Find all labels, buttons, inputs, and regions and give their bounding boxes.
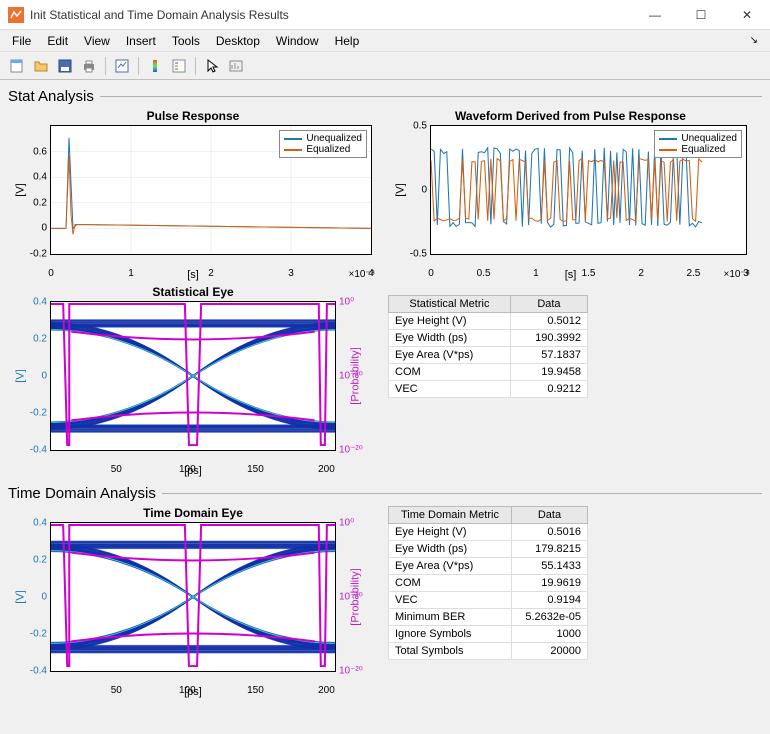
wave-ylabel: [V] <box>395 183 407 196</box>
stat-eye-ylabel: [V] <box>15 369 27 382</box>
toolbar-separator <box>138 57 139 75</box>
print-button[interactable] <box>78 55 100 77</box>
pulse-title: Pulse Response <box>8 109 378 123</box>
legend-button[interactable] <box>168 55 190 77</box>
link-plot-button[interactable] <box>111 55 133 77</box>
menu-insert[interactable]: Insert <box>118 32 164 50</box>
table-row[interactable]: Ignore Symbols1000 <box>389 626 588 643</box>
save-button[interactable] <box>54 55 76 77</box>
td-eye-ylabel: [V] <box>15 590 27 603</box>
table-row[interactable]: Eye Width (ps)179.8215 <box>389 541 588 558</box>
td-table-body: Eye Height (V)0.5016Eye Width (ps)179.82… <box>389 524 588 660</box>
window-title: Init Statistical and Time Domain Analysi… <box>30 8 632 22</box>
minimize-button[interactable]: — <box>632 0 678 30</box>
table-row[interactable]: Eye Area (V*ps)57.1837 <box>389 347 588 364</box>
menu-tools[interactable]: Tools <box>164 32 208 50</box>
pulse-legend[interactable]: Unequalized Equalized <box>279 130 367 158</box>
window-titlebar: Init Statistical and Time Domain Analysi… <box>0 0 770 30</box>
td-eye-svg <box>51 523 335 671</box>
menu-file[interactable]: File <box>4 32 39 50</box>
td-eye-y2label: [Probability] <box>349 568 361 625</box>
maximize-button[interactable]: ☐ <box>678 0 724 30</box>
toolbar-separator <box>195 57 196 75</box>
menubar-overflow-icon[interactable]: ↘ <box>750 35 766 46</box>
table-row[interactable]: Eye Height (V)0.5016 <box>389 524 588 541</box>
pulse-response-chart[interactable]: Pulse Response -0.200.20.40.6 01234 U <box>8 109 378 281</box>
menubar: File Edit View Insert Tools Desktop Wind… <box>0 30 770 52</box>
plot-edit-button[interactable] <box>225 55 247 77</box>
wave-title: Waveform Derived from Pulse Response <box>388 109 753 123</box>
colorbar-button[interactable] <box>144 55 166 77</box>
table-row[interactable]: COM19.9619 <box>389 575 588 592</box>
wave-legend[interactable]: Unequalized Equalized <box>654 130 742 158</box>
section-td-title: Time Domain Analysis <box>8 485 156 502</box>
stat-metrics-table[interactable]: Statistical Metric Data Eye Height (V)0.… <box>388 295 588 398</box>
table-row[interactable]: VEC0.9212 <box>389 381 588 398</box>
menu-help[interactable]: Help <box>327 32 368 50</box>
pulse-xlabel: [s] <box>8 269 378 281</box>
app-icon <box>8 7 24 23</box>
open-button[interactable] <box>30 55 52 77</box>
section-stat-title: Stat Analysis <box>8 88 94 105</box>
td-table-hdr-metric: Time Domain Metric <box>389 507 512 524</box>
stat-table-body: Eye Height (V)0.5012Eye Width (ps)190.39… <box>389 313 588 398</box>
section-td-header: Time Domain Analysis <box>8 485 762 502</box>
waveform-chart[interactable]: Waveform Derived from Pulse Response -0.… <box>388 109 753 281</box>
stat-table-hdr-metric: Statistical Metric <box>389 296 511 313</box>
table-row[interactable]: Minimum BER5.2632e-05 <box>389 609 588 626</box>
td-table-hdr-data: Data <box>511 507 587 524</box>
menu-view[interactable]: View <box>76 32 118 50</box>
td-metrics-table[interactable]: Time Domain Metric Data Eye Height (V)0.… <box>388 506 588 660</box>
stat-eye-svg <box>51 302 335 450</box>
pulse-ylabel: [V] <box>15 183 27 196</box>
stat-eye-y2label: [Probability] <box>349 347 361 404</box>
new-figure-button[interactable] <box>6 55 28 77</box>
stat-eye-chart[interactable]: Statistical Eye -0.4-0.200.20.4 10⁰10⁻¹⁰… <box>8 285 378 477</box>
menu-window[interactable]: Window <box>268 32 327 50</box>
menu-edit[interactable]: Edit <box>39 32 76 50</box>
td-eye-chart[interactable]: Time Domain Eye -0.4-0.200.20.4 10⁰10⁻¹⁰… <box>8 506 378 698</box>
figure-content: Stat Analysis Pulse Response -0.200.20.4… <box>0 80 770 734</box>
table-row[interactable]: Eye Width (ps)190.3992 <box>389 330 588 347</box>
stat-eye-title: Statistical Eye <box>8 285 378 299</box>
toolbar-separator <box>105 57 106 75</box>
table-row[interactable]: Eye Area (V*ps)55.1433 <box>389 558 588 575</box>
table-row[interactable]: COM19.9458 <box>389 364 588 381</box>
section-stat-header: Stat Analysis <box>8 88 762 105</box>
table-row[interactable]: Eye Height (V)0.5012 <box>389 313 588 330</box>
table-row[interactable]: VEC0.9194 <box>389 592 588 609</box>
close-button[interactable]: ✕ <box>724 0 770 30</box>
toolbar <box>0 52 770 80</box>
stat-table-hdr-data: Data <box>510 296 587 313</box>
td-eye-title: Time Domain Eye <box>8 506 378 520</box>
pointer-button[interactable] <box>201 55 223 77</box>
table-row[interactable]: Total Symbols20000 <box>389 643 588 660</box>
menu-desktop[interactable]: Desktop <box>208 32 268 50</box>
